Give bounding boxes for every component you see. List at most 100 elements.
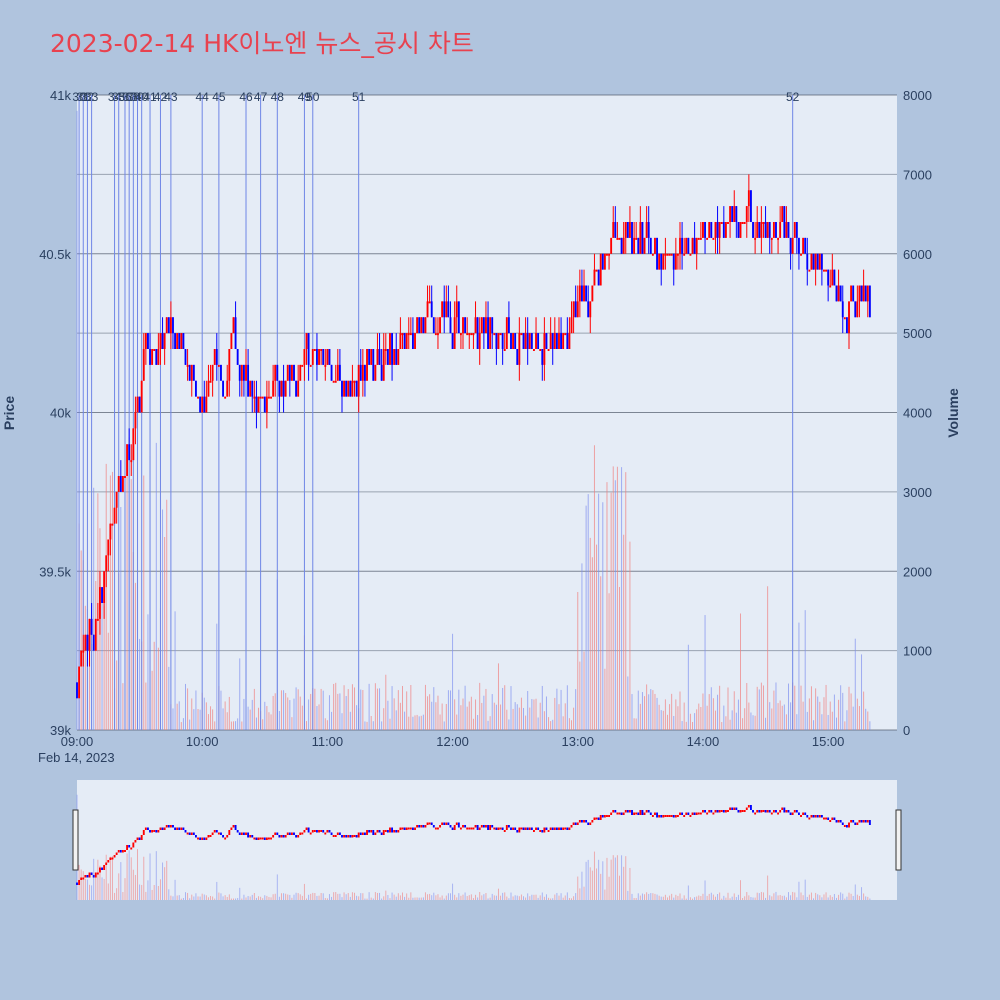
mini-candle	[224, 837, 227, 840]
mini-candle	[580, 820, 583, 823]
mini-candle	[176, 827, 179, 830]
candle-body	[357, 364, 360, 397]
candle-body	[541, 349, 544, 365]
range-slider-left-handle[interactable]	[72, 809, 79, 871]
mini-candle	[391, 827, 394, 833]
candle-body	[297, 380, 300, 397]
candle-body	[620, 237, 623, 254]
candle-body	[656, 237, 658, 270]
mini-candle	[547, 830, 550, 832]
candle-body	[862, 285, 865, 302]
range-slider-right-handle[interactable]	[895, 809, 902, 871]
mini-candle	[578, 820, 581, 823]
mini-candle	[804, 812, 807, 815]
candle-body	[589, 301, 592, 318]
candle-body	[835, 285, 838, 302]
mini-candle	[295, 835, 298, 838]
mini-candle	[762, 810, 765, 812]
candle-body	[447, 301, 450, 318]
mini-candle	[541, 830, 544, 833]
news-marker-label: 47	[254, 90, 268, 104]
mini-candle	[568, 827, 571, 830]
mini-candle	[841, 822, 844, 825]
candle-body	[664, 253, 667, 256]
mini-candle	[706, 812, 709, 815]
news-marker-label: 46	[239, 90, 253, 104]
candle-body	[190, 364, 193, 381]
candle-body	[263, 396, 266, 413]
mini-candle	[167, 825, 170, 828]
mini-candle	[293, 832, 295, 835]
candle-body	[612, 222, 615, 238]
mini-candle	[384, 830, 387, 832]
mini-candle	[336, 832, 339, 835]
candle-body	[616, 237, 619, 240]
mini-candle	[595, 817, 598, 820]
candle-body	[537, 333, 540, 349]
mini-candle	[163, 827, 166, 830]
candle-body	[261, 396, 264, 399]
mini-candle	[564, 827, 567, 830]
mini-candle	[741, 810, 744, 812]
mini-candle	[105, 862, 108, 865]
gridlines	[77, 94, 897, 731]
news-marker-label: 31	[77, 90, 91, 104]
mini-candle	[818, 815, 821, 818]
candle-body	[274, 364, 277, 381]
candle-body	[203, 396, 206, 413]
candle-body	[134, 412, 137, 429]
candle-body	[318, 349, 320, 365]
mini-candle	[282, 835, 285, 838]
mini-candle	[802, 812, 805, 815]
candle-body	[633, 237, 636, 254]
range-slider[interactable]	[72, 780, 902, 900]
mini-candle	[111, 857, 114, 860]
mini-candle	[251, 835, 254, 838]
mini-candle	[228, 830, 231, 835]
mini-candle	[270, 837, 272, 840]
mini-candle	[132, 842, 135, 848]
candle-body	[739, 222, 742, 238]
candle-body	[445, 301, 448, 318]
candle-body	[384, 349, 387, 351]
candle-body	[626, 222, 629, 238]
volume-tick-label: 3000	[903, 485, 932, 500]
news-marker-label: 36	[118, 90, 132, 104]
mini-candle	[161, 827, 164, 830]
candle-body	[359, 364, 362, 381]
mini-candle	[597, 817, 600, 820]
mini-candle	[800, 815, 802, 817]
candle-body	[368, 349, 371, 365]
mini-candle	[368, 830, 371, 833]
range-slider-background	[77, 780, 897, 900]
candle-body	[401, 333, 404, 336]
candle-body	[407, 333, 410, 336]
candle-body	[724, 222, 727, 238]
mini-candle	[272, 835, 275, 838]
mini-candle	[130, 847, 133, 850]
mini-candle	[622, 812, 625, 815]
candle-body	[92, 634, 95, 651]
candle-body	[850, 285, 853, 302]
candle-body	[643, 237, 646, 254]
volume-tick-label: 2000	[903, 564, 932, 579]
volume-tick-label: 8000	[903, 88, 932, 103]
mini-candle	[649, 812, 652, 815]
mini-candle	[236, 830, 239, 833]
mini-candle	[78, 880, 81, 885]
mini-candle	[785, 810, 788, 813]
candle-body	[132, 428, 135, 461]
news-marker-label: 45	[212, 90, 226, 104]
candle-body	[90, 618, 93, 635]
mini-candle	[651, 815, 654, 817]
candle-body	[693, 237, 696, 254]
candle-body	[583, 285, 585, 302]
mini-candle	[583, 820, 585, 823]
mini-candle	[418, 825, 421, 828]
mini-candle	[245, 832, 247, 835]
candle-body	[727, 222, 729, 224]
mini-candle	[848, 822, 850, 828]
mini-candle	[405, 827, 408, 830]
mini-candle	[372, 830, 375, 835]
mini-candle	[140, 835, 143, 840]
